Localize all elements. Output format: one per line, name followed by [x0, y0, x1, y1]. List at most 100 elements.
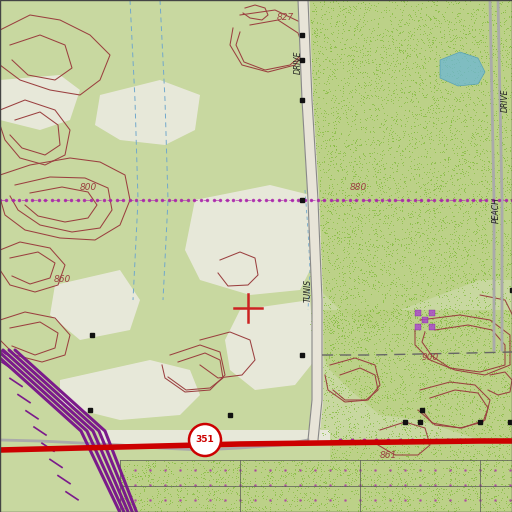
Point — [430, 83, 438, 92]
Point — [444, 323, 453, 331]
Point — [281, 482, 289, 490]
Point — [316, 249, 324, 258]
Point — [469, 158, 477, 166]
Point — [328, 275, 336, 283]
Point — [462, 156, 471, 164]
Point — [490, 153, 499, 161]
Point — [497, 36, 505, 45]
Point — [429, 445, 437, 453]
Point — [315, 285, 324, 293]
Point — [430, 88, 438, 96]
Point — [383, 311, 391, 319]
Point — [397, 355, 406, 364]
Point — [377, 377, 386, 386]
Point — [431, 76, 439, 84]
Point — [412, 188, 420, 196]
Point — [335, 463, 344, 472]
Point — [358, 385, 366, 393]
Point — [422, 3, 430, 11]
Point — [481, 134, 489, 142]
Point — [378, 422, 386, 431]
Point — [473, 229, 481, 237]
Point — [505, 282, 512, 290]
Point — [432, 72, 440, 80]
Point — [377, 93, 385, 101]
Point — [438, 292, 446, 301]
Point — [307, 197, 315, 205]
Point — [405, 495, 413, 503]
Point — [402, 261, 410, 269]
Point — [496, 364, 504, 372]
Point — [354, 375, 362, 383]
Point — [464, 157, 472, 165]
Point — [423, 323, 431, 331]
Point — [429, 332, 437, 340]
Point — [381, 116, 390, 124]
Point — [327, 465, 335, 474]
Point — [408, 157, 416, 165]
Point — [433, 281, 441, 289]
Point — [443, 490, 452, 498]
Point — [476, 62, 484, 70]
Point — [324, 495, 332, 503]
Point — [419, 316, 427, 325]
Point — [401, 46, 409, 54]
Point — [328, 261, 336, 269]
Point — [356, 320, 364, 328]
Point — [400, 418, 408, 426]
Point — [369, 25, 377, 33]
Point — [467, 158, 476, 166]
Point — [352, 352, 360, 360]
Point — [361, 325, 369, 333]
Point — [470, 68, 478, 76]
Point — [142, 495, 151, 503]
Point — [329, 191, 337, 200]
Point — [502, 127, 510, 136]
Point — [366, 0, 374, 4]
Point — [427, 447, 435, 456]
Point — [476, 67, 484, 75]
Point — [373, 236, 381, 244]
Point — [230, 483, 239, 491]
Point — [349, 102, 357, 110]
Point — [389, 212, 397, 220]
Point — [313, 117, 322, 125]
Point — [335, 150, 344, 158]
Point — [487, 35, 496, 44]
Point — [482, 255, 490, 264]
Point — [385, 314, 393, 323]
Point — [347, 152, 355, 160]
Point — [464, 442, 472, 450]
Point — [391, 313, 399, 321]
Point — [342, 293, 350, 302]
Point — [343, 170, 351, 178]
Point — [484, 359, 492, 367]
Point — [464, 330, 473, 338]
Point — [312, 269, 321, 278]
Point — [172, 477, 180, 485]
Point — [494, 157, 502, 165]
Point — [495, 99, 503, 108]
Point — [481, 38, 489, 46]
Point — [415, 326, 423, 334]
Point — [407, 462, 415, 470]
Point — [451, 388, 459, 396]
Point — [273, 495, 281, 503]
Point — [360, 16, 369, 25]
Point — [323, 403, 331, 411]
Point — [325, 279, 333, 287]
Point — [395, 487, 403, 495]
Point — [200, 464, 208, 472]
Point — [139, 501, 147, 509]
Point — [409, 201, 417, 209]
Point — [233, 470, 241, 478]
Point — [392, 117, 400, 125]
Point — [398, 449, 406, 457]
Point — [382, 423, 390, 432]
Point — [399, 127, 407, 135]
Point — [398, 291, 406, 300]
Point — [332, 160, 340, 168]
Point — [504, 431, 512, 439]
Point — [446, 70, 454, 78]
Point — [362, 123, 370, 132]
